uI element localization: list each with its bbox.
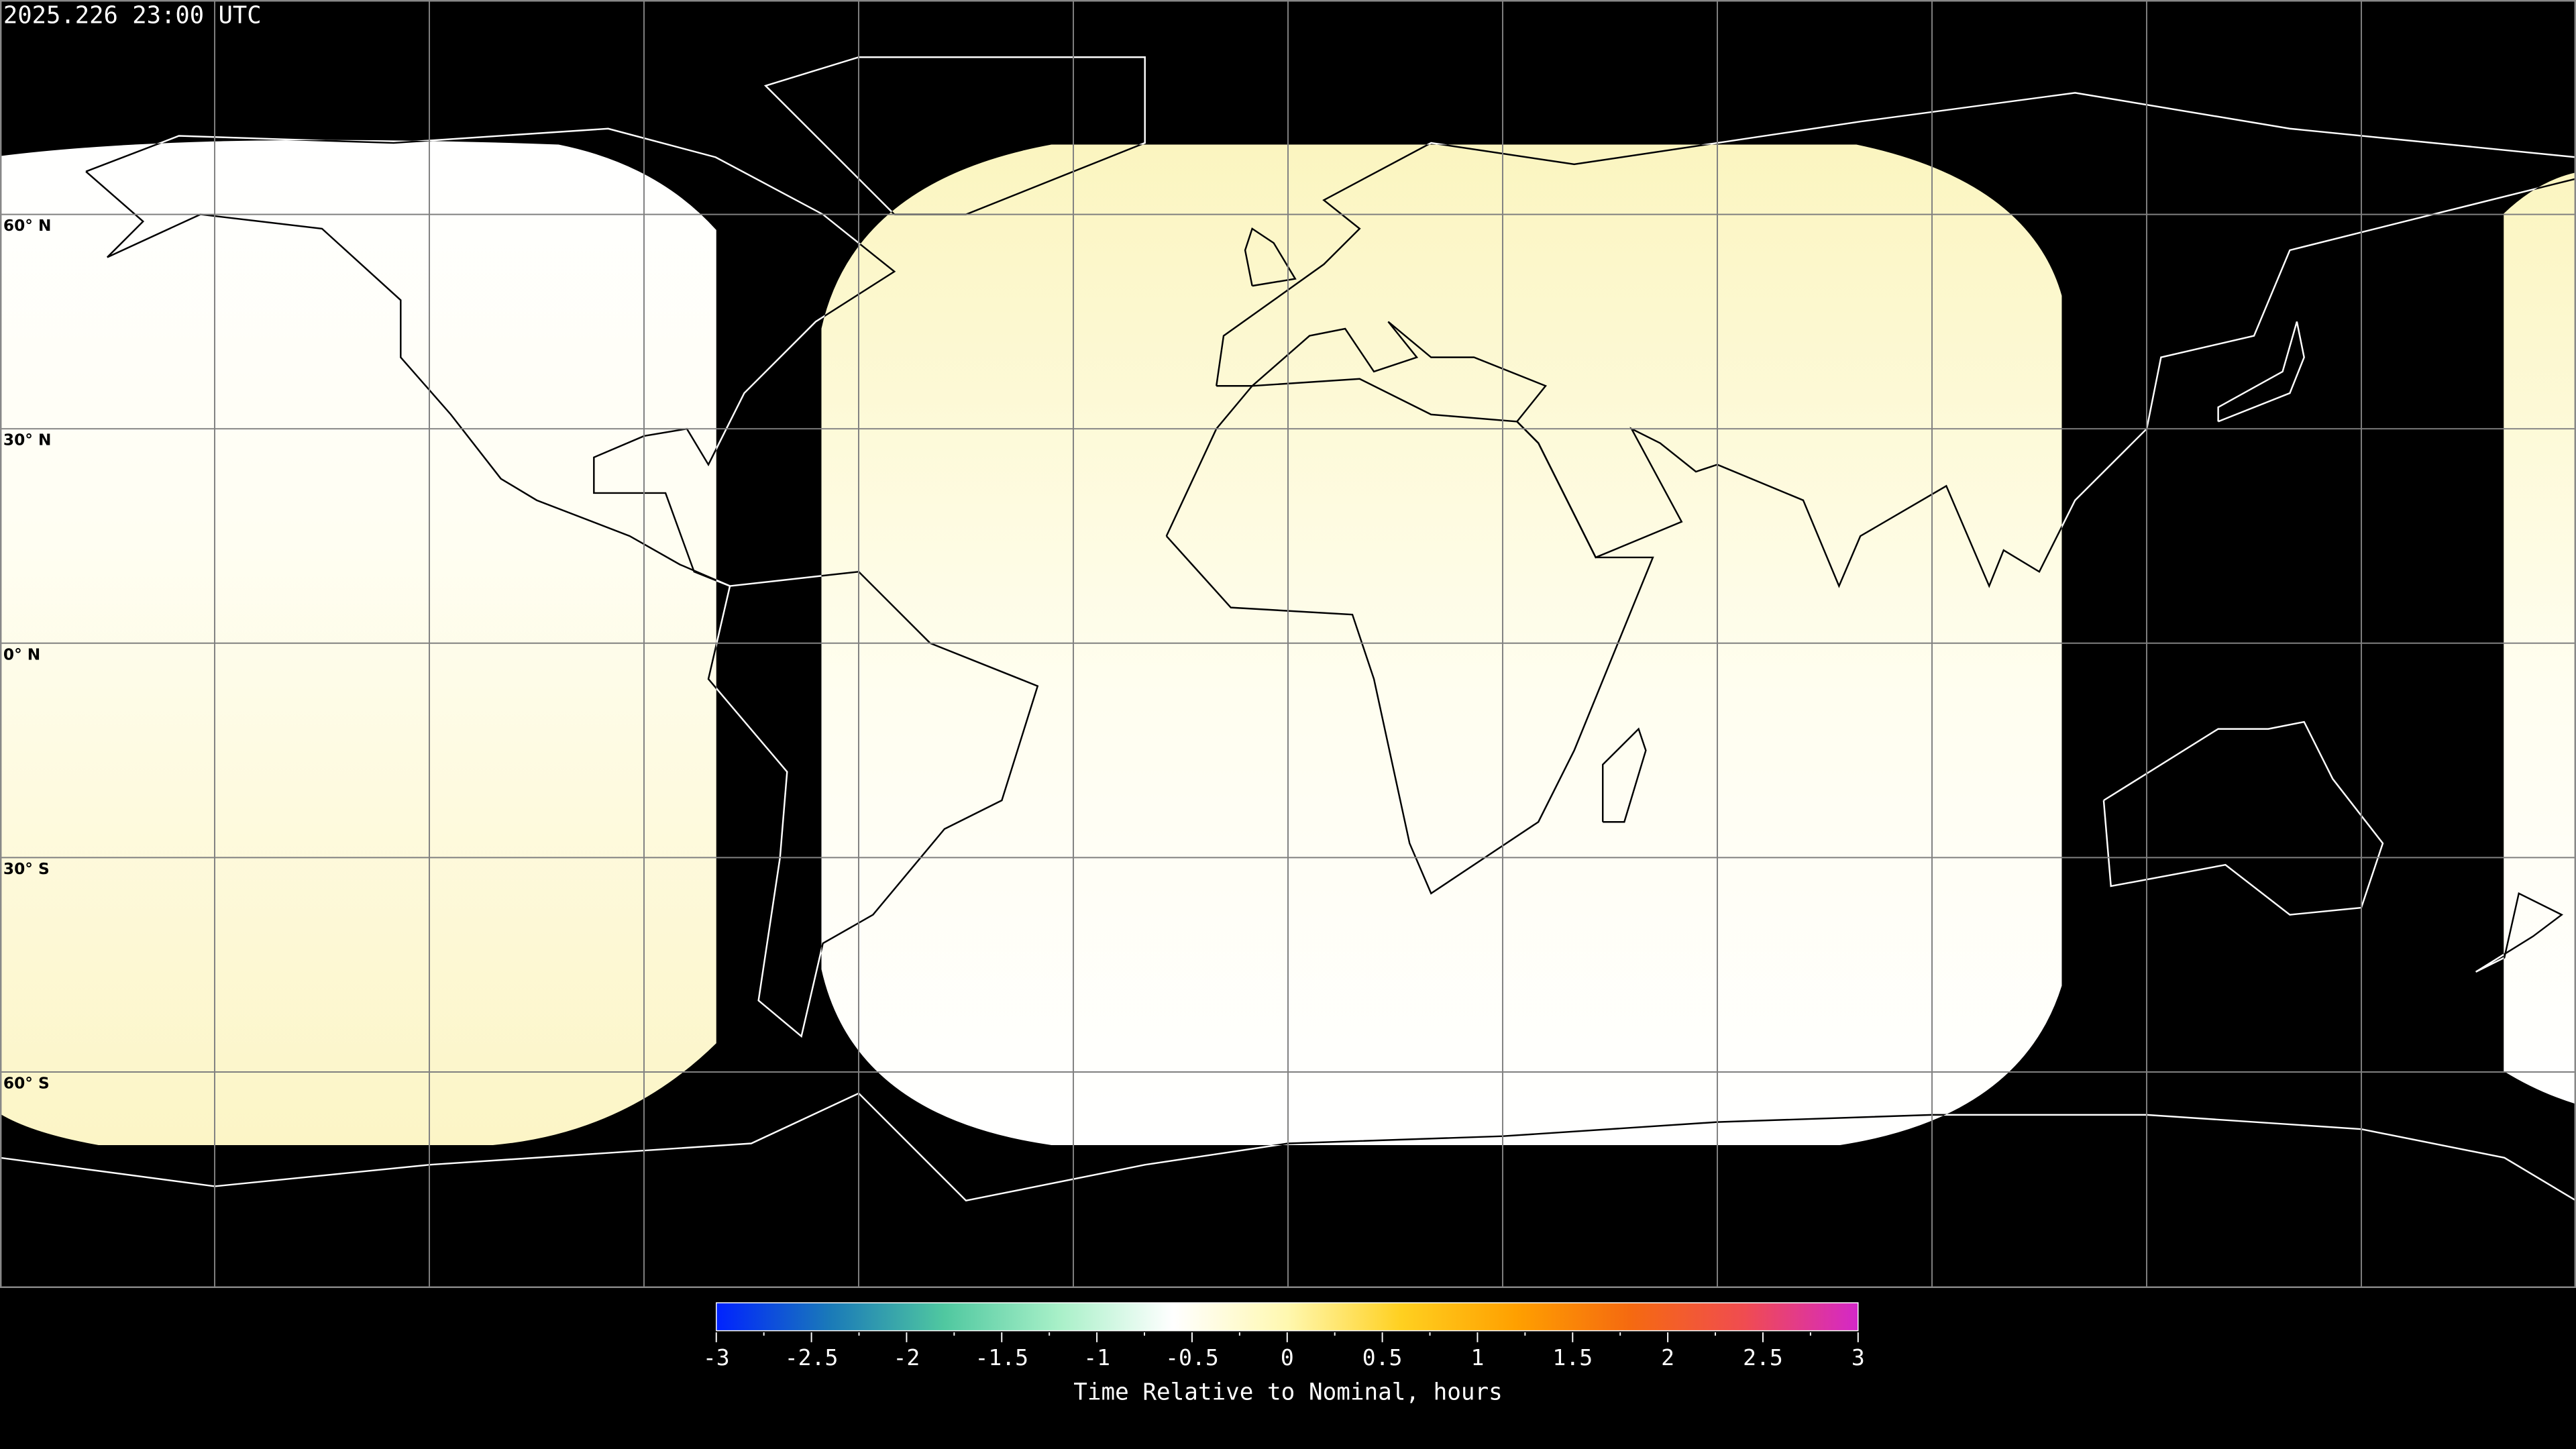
colorbar-tick-label: 2 [1661, 1344, 1674, 1371]
coastline-madagascar-inner [1602, 727, 1647, 823]
colorbar-tick-label: 1 [1470, 1344, 1484, 1371]
coastline-australia [2102, 720, 2384, 916]
timestamp-label: 2025.226 23:00 UTC [3, 1, 262, 29]
graticule [0, 0, 2576, 1287]
coverage-central [821, 144, 2062, 1145]
colorbar-tick-label: 0.5 [1362, 1344, 1403, 1371]
colorbar-tick-label: -0.5 [1165, 1344, 1219, 1371]
colorbar-label: Time Relative to Nominal, hours [1073, 1379, 1503, 1406]
lat-label: 30° S [3, 860, 50, 878]
colorbar-tick-label: 3 [1851, 1344, 1865, 1371]
colorbar-ticks [715, 1332, 1859, 1342]
colorbar-tick-label: -2.5 [785, 1344, 839, 1371]
lat-label: 60° S [3, 1074, 50, 1092]
colorbar-bar [716, 1302, 1859, 1332]
colorbar: -3 -2.5 -2 -1.5 -1 -0.5 0 0.5 1 1.5 2 2.5 3 Time Rel… [703, 1302, 1865, 1406]
colorbar-tick-label: -1.5 [975, 1344, 1028, 1371]
lat-label: 60° N [3, 217, 52, 235]
colorbar-tick-label: -1 [1083, 1344, 1110, 1371]
lat-label: 30° N [3, 431, 52, 449]
coastline-eurasia-inner [1216, 140, 2576, 588]
colorbar-tick-labels: -3 -2.5 -2 -1.5 -1 -0.5 0 0.5 1 1.5 2 2.5 3 [703, 1344, 1865, 1371]
map-frame [0, 0, 2576, 1288]
coverage-east [2504, 172, 2576, 1104]
colorbar-tick-label: -2 [894, 1344, 920, 1371]
latitude-labels: 60° N 30° N 0° N 30° S 60° S [3, 217, 52, 1092]
coastline-africa-inner [1165, 378, 1654, 895]
colorbar-tick-label: 1.5 [1552, 1344, 1593, 1371]
colorbar-tick-label: 0 [1281, 1344, 1294, 1371]
colorbar-tick-label: -3 [703, 1344, 730, 1371]
lat-label: 0° N [3, 645, 40, 663]
colorbar-tick-label: 2.5 [1743, 1344, 1783, 1371]
coastline-japan [2217, 321, 2305, 423]
